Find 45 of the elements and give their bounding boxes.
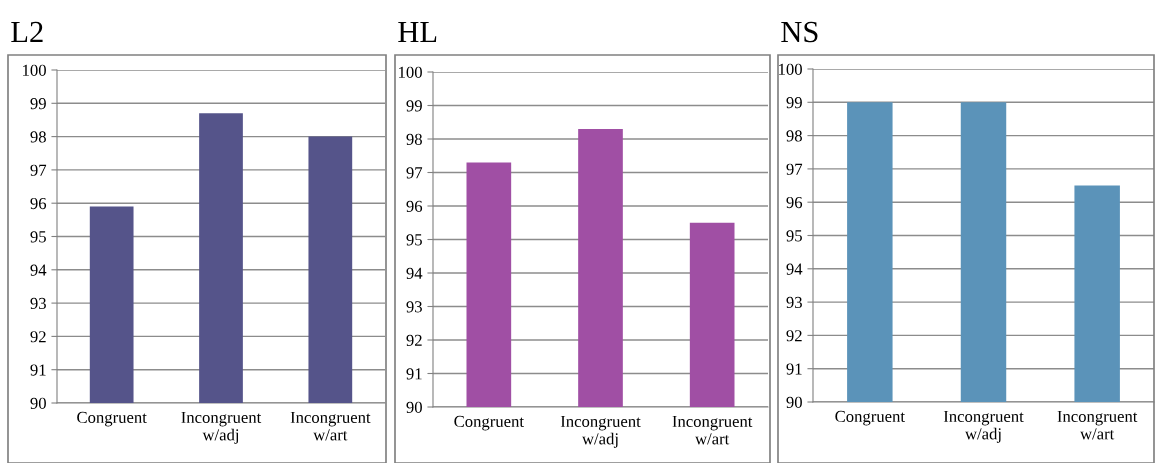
y-tick-label: 97 xyxy=(406,167,423,179)
x-tick-label: Incongruent w/art xyxy=(1057,410,1138,440)
y-tick-label: 92 xyxy=(30,331,46,343)
y-tick-label: 95 xyxy=(786,230,802,242)
y-tick-label: 90 xyxy=(30,397,46,409)
x-tick-label: Incongruent w/art xyxy=(672,415,753,445)
y-tick-label: 95 xyxy=(30,231,46,243)
y-tick-label: 98 xyxy=(30,131,46,143)
y-tick-label: 90 xyxy=(406,401,422,413)
x-tick-label: Incongruent w/adj xyxy=(560,415,641,448)
y-tick-label: 92 xyxy=(786,330,802,342)
y-tick-label: 98 xyxy=(786,130,802,142)
y-tick-label: 93 xyxy=(406,301,422,313)
x-tick-label: Congruent xyxy=(835,410,905,426)
y-tick-label: 97 xyxy=(30,164,47,176)
chart-title: L2 xyxy=(11,21,43,42)
y-tick-label: 98 xyxy=(406,133,422,145)
y-tick-label: 91 xyxy=(30,364,46,376)
y-tick-label: 93 xyxy=(30,297,46,310)
x-tick-label: Congruent xyxy=(454,415,524,431)
y-tick-label: 91 xyxy=(406,368,422,380)
y-tick-label: 96 xyxy=(786,196,803,209)
y-tick-label: 99 xyxy=(30,98,46,110)
x-tick-label: Incongruent w/adj xyxy=(943,410,1024,443)
x-tick-label: Incongruent w/adj xyxy=(181,411,262,444)
y-tick-label: 96 xyxy=(30,197,47,210)
y-tick-label: 94 xyxy=(406,267,423,279)
y-tick-label: 94 xyxy=(786,263,803,275)
x-tick-label: Incongruent w/art xyxy=(290,411,371,441)
y-tick-label: 100 xyxy=(399,66,422,78)
y-tick-label: 99 xyxy=(406,100,422,112)
chart-title: HL xyxy=(398,21,437,42)
y-tick-label: 96 xyxy=(406,200,423,212)
chart-title: NS xyxy=(781,21,818,43)
y-tick-label: 94 xyxy=(30,264,47,276)
x-tick-label: Congruent xyxy=(77,411,147,427)
y-tick-label: 99 xyxy=(786,97,802,109)
y-tick-label: 100 xyxy=(779,63,802,75)
y-tick-label: 91 xyxy=(786,363,802,375)
y-tick-label: 100 xyxy=(23,64,46,76)
y-tick-label: 95 xyxy=(406,234,422,246)
y-tick-label: 92 xyxy=(406,334,422,346)
y-tick-label: 93 xyxy=(786,296,802,309)
y-tick-label: 90 xyxy=(786,396,802,408)
y-tick-label: 97 xyxy=(786,163,803,175)
